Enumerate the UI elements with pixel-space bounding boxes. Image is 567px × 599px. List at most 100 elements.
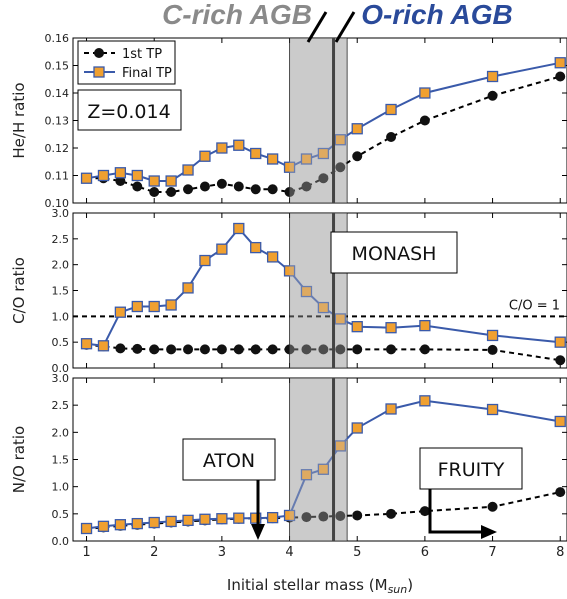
- first-tp-point: [250, 184, 261, 195]
- monash-label: MONASH: [352, 243, 437, 265]
- y-tick-label: 1.0: [52, 310, 70, 323]
- final-tp-point: [334, 134, 346, 146]
- final-tp-point: [283, 509, 296, 522]
- final-tp-point: [266, 251, 279, 263]
- final-tp-point: [148, 516, 160, 529]
- final-tp-point: [419, 319, 431, 332]
- final-tp-point: [182, 164, 194, 176]
- first-tp-point: [183, 184, 194, 195]
- x-tick-label: 7: [488, 545, 496, 560]
- final-tp-point: [419, 395, 431, 407]
- first-tp-point: [216, 344, 227, 355]
- y-tick-label: 0.14: [45, 87, 70, 100]
- x-tick-label: 2: [150, 545, 158, 560]
- first-tp-point: [555, 355, 566, 366]
- first-tp-point: [149, 187, 160, 197]
- final-tp-point: [334, 440, 346, 452]
- transition-band-1: [289, 37, 348, 204]
- first-tp-point: [352, 344, 363, 355]
- final-tp-point: [114, 306, 127, 318]
- y-tick-label: 0.5: [52, 508, 70, 521]
- y-axis-label: N/O ratio: [10, 426, 28, 493]
- final-tp-point: [182, 514, 194, 527]
- final-tp-point: [114, 167, 127, 179]
- aton-label: ATON: [203, 450, 255, 472]
- first-tp-point: [335, 344, 346, 355]
- first-tp-point: [132, 343, 143, 354]
- final-tp-point: [351, 422, 363, 434]
- final-tp-point: [334, 313, 346, 325]
- final-tp-point: [233, 139, 245, 151]
- first-tp-point: [318, 344, 329, 355]
- final-tp-point: [283, 161, 296, 173]
- y-tick-label: 0.16: [45, 32, 70, 45]
- first-tp-point: [335, 511, 346, 522]
- y-axis-label: C/O ratio: [10, 257, 28, 324]
- fruity-label: FRUITY: [438, 459, 505, 481]
- first-tp-point: [233, 344, 244, 355]
- final-tp-point: [283, 265, 296, 277]
- final-tp-point: [114, 519, 127, 531]
- final-tp-point: [199, 254, 211, 267]
- first-tp-point: [199, 344, 210, 355]
- final-tp-point: [97, 340, 110, 352]
- final-tp-point: [131, 169, 143, 182]
- x-axis-label-close: ): [407, 576, 413, 594]
- first-tp-point: [419, 344, 430, 355]
- final-tp-point: [554, 336, 566, 348]
- aton-box: [182, 438, 276, 481]
- final-tp-point: [351, 123, 363, 135]
- first-tp-point: [335, 162, 346, 173]
- final-tp-point: [486, 403, 499, 416]
- y-tick-label: 2.0: [52, 259, 70, 272]
- first-tp-point: [233, 181, 244, 192]
- final-tp-point: [300, 469, 313, 481]
- final-tp-point: [233, 222, 245, 235]
- final-tp-point: [148, 300, 160, 313]
- y-tick-label: 3.0: [52, 207, 70, 220]
- final-tp-point: [80, 522, 93, 535]
- first-tp-point: [318, 173, 329, 184]
- final-tp-point: [317, 301, 330, 314]
- metallicity-label: Z=0.014: [87, 101, 170, 123]
- first-tp-point: [267, 184, 278, 195]
- header-o-rich-label: O-rich AGB: [361, 0, 512, 30]
- aton-arrow-head: [251, 524, 265, 540]
- first-tp-point: [216, 178, 227, 189]
- first-tp-point: [301, 181, 312, 192]
- y-tick-label: 1.0: [52, 481, 70, 494]
- legend-final-tp-marker: [93, 66, 105, 78]
- y-tick-label: 0.10: [45, 197, 70, 210]
- final-tp-point: [266, 511, 279, 524]
- header-break-mark-1: [306, 11, 328, 43]
- final-tp-point: [97, 169, 110, 182]
- final-tp-point: [486, 70, 499, 83]
- first-tp-point: [284, 187, 295, 197]
- final-tp-point: [80, 172, 93, 184]
- transition-band-overlay-3: [289, 378, 348, 541]
- final-tp-point: [233, 512, 245, 524]
- final-tp-point: [317, 463, 330, 475]
- monash-box: [330, 231, 458, 274]
- y-axis-label: He/H ratio: [10, 82, 28, 158]
- final-tp-point: [182, 282, 194, 294]
- final-tp-point: [131, 300, 143, 313]
- first-tp-point: [386, 132, 397, 142]
- first-tp-point: [132, 181, 143, 192]
- y-tick-label: 1.5: [52, 454, 70, 467]
- final-tp-point: [131, 517, 143, 530]
- reference-line-label: C/O = 1: [509, 298, 560, 313]
- first-tp-point: [352, 151, 363, 162]
- y-tick-label: 2.5: [52, 233, 70, 246]
- legend-first-tp-marker: [94, 48, 104, 58]
- y-tick-label: 0.15: [45, 60, 70, 73]
- y-tick-label: 0.11: [45, 170, 70, 183]
- first-tp-point: [166, 344, 177, 355]
- y-tick-label: 0.0: [52, 535, 70, 548]
- first-tp-point: [487, 90, 498, 101]
- final-tp-point: [199, 150, 211, 162]
- first-tp-point: [301, 512, 312, 523]
- first-tp-point: [166, 187, 177, 197]
